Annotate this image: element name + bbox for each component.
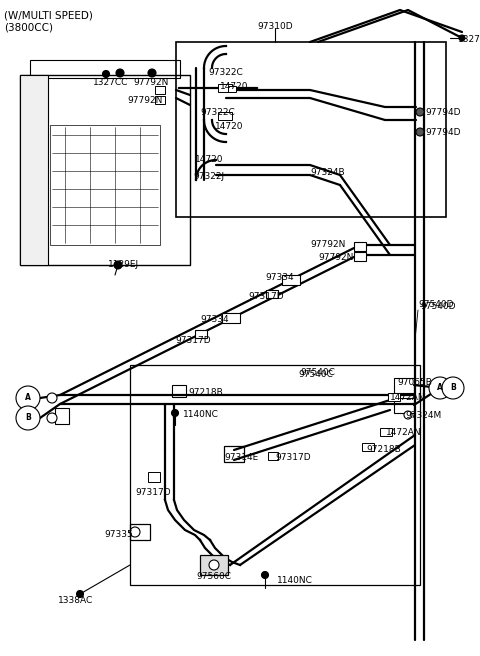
- Bar: [282, 275, 300, 285]
- Circle shape: [103, 70, 109, 77]
- Bar: [228, 86, 236, 92]
- Circle shape: [148, 69, 156, 77]
- Bar: [148, 472, 160, 482]
- Text: 1472AN: 1472AN: [390, 393, 426, 402]
- Text: 14720: 14720: [195, 155, 224, 164]
- Circle shape: [404, 411, 412, 419]
- Text: 14720: 14720: [215, 122, 243, 131]
- Circle shape: [114, 261, 122, 269]
- Bar: [195, 330, 207, 338]
- Circle shape: [47, 393, 57, 403]
- Text: 1338AC: 1338AC: [58, 596, 93, 605]
- Circle shape: [442, 377, 464, 399]
- Circle shape: [429, 377, 451, 399]
- Text: 97317D: 97317D: [175, 336, 211, 345]
- Bar: [20, 75, 48, 265]
- Text: B: B: [25, 413, 31, 422]
- Text: 97317D: 97317D: [135, 488, 170, 497]
- Bar: [224, 446, 244, 462]
- Text: A: A: [25, 394, 31, 403]
- Text: 1472AN: 1472AN: [386, 428, 421, 437]
- Bar: [130, 365, 420, 585]
- Circle shape: [76, 590, 84, 598]
- Bar: [394, 378, 414, 393]
- Text: 97324B: 97324B: [310, 168, 345, 177]
- Text: 97792N: 97792N: [127, 96, 162, 105]
- Text: 97334: 97334: [265, 273, 294, 282]
- Text: 97792N: 97792N: [310, 240, 346, 249]
- Bar: [388, 393, 400, 401]
- Bar: [218, 112, 232, 120]
- Circle shape: [116, 69, 124, 77]
- Circle shape: [171, 409, 179, 417]
- Circle shape: [416, 128, 424, 136]
- Text: 1140NC: 1140NC: [277, 576, 313, 585]
- Text: 97218B: 97218B: [188, 388, 223, 397]
- Text: 1140NC: 1140NC: [183, 410, 219, 419]
- Text: 97792N: 97792N: [133, 78, 168, 87]
- Text: 97794D: 97794D: [425, 108, 460, 117]
- Text: 97324M: 97324M: [405, 411, 441, 420]
- Text: 97065B: 97065B: [397, 378, 432, 387]
- Circle shape: [459, 35, 465, 41]
- Text: 97335: 97335: [104, 530, 133, 539]
- Text: 97218B: 97218B: [366, 445, 401, 454]
- Circle shape: [209, 560, 219, 570]
- Text: 97322C: 97322C: [208, 68, 243, 77]
- Text: 97317D: 97317D: [275, 453, 311, 462]
- Circle shape: [16, 406, 40, 430]
- Bar: [218, 84, 232, 92]
- Text: (3800CC): (3800CC): [4, 22, 53, 32]
- Bar: [354, 242, 366, 251]
- Text: (W/MULTI SPEED): (W/MULTI SPEED): [4, 10, 93, 20]
- Text: 97310D: 97310D: [257, 22, 293, 31]
- Bar: [266, 290, 278, 298]
- Text: 97317D: 97317D: [248, 292, 284, 301]
- Bar: [155, 86, 165, 94]
- Text: 14720: 14720: [220, 82, 249, 91]
- Text: 97540C: 97540C: [300, 368, 335, 377]
- Text: 97794D: 97794D: [425, 128, 460, 137]
- Text: 97322C: 97322C: [200, 108, 235, 117]
- Text: 1327AC: 1327AC: [458, 35, 480, 44]
- Text: 1129EJ: 1129EJ: [108, 260, 139, 269]
- Text: A: A: [437, 384, 443, 392]
- Circle shape: [16, 386, 40, 410]
- Text: 1327CC: 1327CC: [93, 78, 128, 87]
- Bar: [200, 555, 228, 575]
- Bar: [380, 428, 392, 436]
- Bar: [50, 125, 160, 245]
- Bar: [354, 252, 366, 261]
- Bar: [394, 398, 414, 413]
- Bar: [55, 408, 69, 424]
- Bar: [176, 42, 446, 217]
- Text: 97334: 97334: [200, 315, 228, 324]
- Bar: [268, 452, 278, 460]
- Text: 97540D: 97540D: [420, 302, 456, 311]
- Text: 97540D: 97540D: [418, 300, 454, 309]
- Text: 97314E: 97314E: [224, 453, 258, 462]
- Bar: [362, 443, 374, 451]
- Bar: [20, 75, 190, 265]
- Bar: [30, 60, 180, 78]
- Text: 97540C: 97540C: [298, 370, 333, 379]
- Circle shape: [262, 571, 268, 579]
- Bar: [222, 313, 240, 323]
- Text: B: B: [450, 384, 456, 392]
- Circle shape: [47, 413, 57, 423]
- Circle shape: [416, 108, 424, 116]
- Text: 97792N: 97792N: [318, 253, 353, 262]
- Text: 97322J: 97322J: [193, 172, 224, 181]
- Bar: [155, 96, 165, 104]
- Text: 97560C: 97560C: [196, 572, 231, 581]
- Bar: [130, 524, 150, 540]
- Bar: [172, 385, 186, 397]
